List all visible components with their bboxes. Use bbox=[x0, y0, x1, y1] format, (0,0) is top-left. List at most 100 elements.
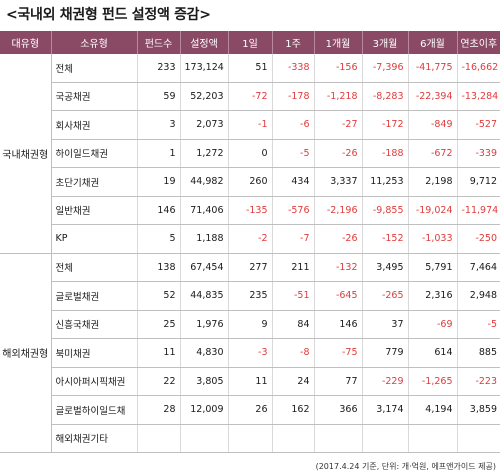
table-cell: 84 bbox=[272, 310, 315, 339]
table-cell: -645 bbox=[314, 281, 363, 311]
table-cell: 1,976 bbox=[180, 310, 229, 339]
table-cell: 3,805 bbox=[180, 367, 229, 396]
table-cell bbox=[457, 424, 500, 453]
table-cell: 233 bbox=[137, 54, 181, 83]
table-cell: 146 bbox=[314, 310, 363, 339]
table-row: 신흥국채권 25 1,976 9 84 146 37 -69 -5 bbox=[0, 310, 500, 339]
table-cell: -223 bbox=[457, 367, 500, 396]
subtype-label: 아시아퍼시픽채권 bbox=[51, 367, 138, 396]
table-cell: 25 bbox=[137, 310, 181, 339]
table-row: 초단기채권 19 44,982 260 434 3,337 11,253 2,198 9,712 bbox=[0, 167, 500, 197]
table-cell: -1,265 bbox=[408, 367, 458, 396]
table-cell: 434 bbox=[272, 167, 315, 197]
table-cell: 5,791 bbox=[408, 253, 458, 282]
table-cell: -156 bbox=[314, 54, 363, 83]
table-title: <국내외 채권형 펀드 설정액 증감> bbox=[6, 7, 211, 23]
table-cell: 885 bbox=[457, 338, 500, 368]
table-cell: 3,495 bbox=[362, 253, 409, 282]
table-cell: -16,662 bbox=[457, 54, 500, 83]
table-cell bbox=[228, 424, 273, 453]
table-cell: 26 bbox=[228, 395, 273, 425]
table-cell: -3 bbox=[228, 338, 273, 368]
table-row: 해외채권기타 bbox=[0, 424, 500, 453]
table-cell: 67,454 bbox=[180, 253, 229, 282]
column-header: 1일 bbox=[228, 31, 273, 54]
table-cell: 235 bbox=[228, 281, 273, 311]
column-header: 6개월 bbox=[408, 31, 458, 54]
table-cell: -69 bbox=[408, 310, 458, 339]
column-header: 설정액 bbox=[180, 31, 229, 54]
group-label: 국내채권형 bbox=[0, 54, 52, 254]
table-cell: -8,283 bbox=[362, 82, 409, 111]
subtype-label: 일반채권 bbox=[51, 196, 138, 225]
subtype-label: 해외채권기타 bbox=[51, 424, 138, 453]
table-cell: -72 bbox=[228, 82, 273, 111]
table-cell: -1,033 bbox=[408, 224, 458, 254]
table-cell: 59 bbox=[137, 82, 181, 111]
table-cell: 5 bbox=[137, 224, 181, 254]
table-cell: -19,024 bbox=[408, 196, 458, 225]
table-row: 하이일드채권 1 1,272 0 -5 -26 -188 -672 -339 bbox=[0, 139, 500, 168]
table-cell: 2,198 bbox=[408, 167, 458, 197]
table-cell: 2,948 bbox=[457, 281, 500, 311]
table-cell: 51 bbox=[228, 54, 273, 83]
table-cell: -7,396 bbox=[362, 54, 409, 83]
table-cell: 44,835 bbox=[180, 281, 229, 311]
table-row: KP 5 1,188 -2 -7 -26 -152 -1,033 -250 bbox=[0, 224, 500, 254]
table-cell bbox=[272, 424, 315, 453]
subtype-label: 전체 bbox=[51, 54, 138, 83]
column-header: 1개월 bbox=[314, 31, 363, 54]
column-header: 펀드수 bbox=[137, 31, 181, 54]
table-cell: 71,406 bbox=[180, 196, 229, 225]
table-cell: -11,974 bbox=[457, 196, 500, 225]
subtype-label: 신흥국채권 bbox=[51, 310, 138, 339]
subtype-label: 회사채권 bbox=[51, 110, 138, 140]
table-cell: 77 bbox=[314, 367, 363, 396]
table-cell: -8 bbox=[272, 338, 315, 368]
table-cell: -672 bbox=[408, 139, 458, 168]
table-cell: 211 bbox=[272, 253, 315, 282]
table-cell: 3,174 bbox=[362, 395, 409, 425]
table-cell: 1,272 bbox=[180, 139, 229, 168]
table-cell: 2,073 bbox=[180, 110, 229, 140]
table-cell: -1 bbox=[228, 110, 273, 140]
table-cell bbox=[314, 424, 363, 453]
table-row: 해외채권형 전체 138 67,454 277 211 -132 3,495 5,791 7,46… bbox=[0, 253, 500, 453]
group-label: 해외채권형 bbox=[0, 253, 52, 453]
table-cell: 28 bbox=[137, 395, 181, 425]
table-cell: 2,316 bbox=[408, 281, 458, 311]
table-cell: 11,253 bbox=[362, 167, 409, 197]
table-cell: -339 bbox=[457, 139, 500, 168]
source-note: (2017.4.24 기준, 단위: 개·억원, 에프앤가이드 제공) bbox=[315, 462, 496, 471]
subtype-label: KP bbox=[51, 224, 138, 254]
subtype-label: 전체 bbox=[51, 253, 138, 282]
table-cell: 52,203 bbox=[180, 82, 229, 111]
table-cell: -13,284 bbox=[457, 82, 500, 111]
table-cell: 11 bbox=[137, 338, 181, 368]
table-cell: 44,982 bbox=[180, 167, 229, 197]
table-cell: -152 bbox=[362, 224, 409, 254]
table-cell: -229 bbox=[362, 367, 409, 396]
column-header: 소유형 bbox=[51, 31, 138, 54]
table-cell: -188 bbox=[362, 139, 409, 168]
column-header: 연초이후 bbox=[457, 31, 500, 54]
table-cell: -75 bbox=[314, 338, 363, 368]
subtype-label: 글로벌채권 bbox=[51, 281, 138, 311]
table-cell: 19 bbox=[137, 167, 181, 197]
table-cell bbox=[137, 424, 181, 453]
table-cell: -265 bbox=[362, 281, 409, 311]
table-cell: 52 bbox=[137, 281, 181, 311]
table-cell: 0 bbox=[228, 139, 273, 168]
table-row: 글로벌채권 52 44,835 235 -51 -645 -265 2,316 2,948 bbox=[0, 281, 500, 311]
table-cell: -41,775 bbox=[408, 54, 458, 83]
table-cell: 24 bbox=[272, 367, 315, 396]
table-cell: 260 bbox=[228, 167, 273, 197]
subtype-label: 글로벌하이일드채 bbox=[51, 395, 138, 425]
table-cell: 22 bbox=[137, 367, 181, 396]
table-cell: -135 bbox=[228, 196, 273, 225]
table-row: 북미채권 11 4,830 -3 -8 -75 779 614 885 bbox=[0, 338, 500, 368]
column-header: 1주 bbox=[272, 31, 315, 54]
table-row: 아시아퍼시픽채권 22 3,805 11 24 77 -229 -1,265 -223 bbox=[0, 367, 500, 396]
table-cell: -172 bbox=[362, 110, 409, 140]
table-row: 글로벌하이일드채 28 12,009 26 162 366 3,174 4,194 3,859 bbox=[0, 395, 500, 425]
